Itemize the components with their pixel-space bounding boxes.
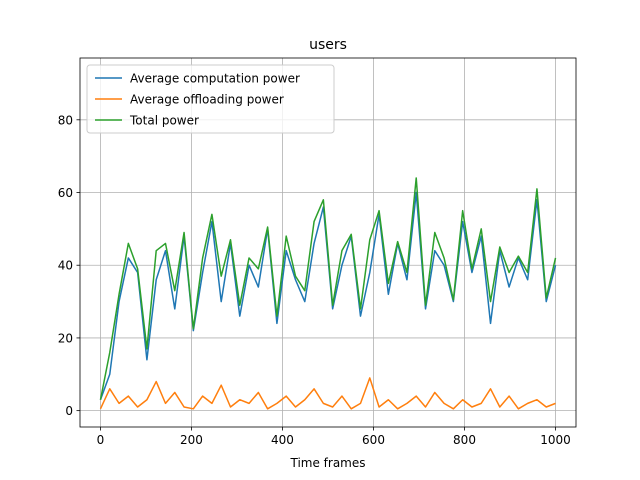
y-tick-label: 20 <box>58 331 73 345</box>
x-axis: 0 200 400 600 800 1000 <box>97 427 571 447</box>
x-tick-label: 1000 <box>540 433 571 447</box>
x-tick-label: 600 <box>362 433 385 447</box>
x-tick-label: 0 <box>97 433 105 447</box>
legend-label: Average computation power <box>130 72 300 86</box>
legend-box <box>86 64 335 134</box>
series-layer <box>99 177 557 410</box>
y-tick-label: 40 <box>58 259 73 273</box>
chart-title: users <box>309 37 347 53</box>
legend-label: Total power <box>129 114 199 128</box>
legend: Average computation power Average offload… <box>86 64 335 134</box>
series-line-2 <box>99 377 556 410</box>
x-tick-label: 800 <box>453 433 476 447</box>
axes-frame <box>79 57 577 428</box>
x-tick-label: 400 <box>271 433 294 447</box>
y-tick-label: 80 <box>58 113 73 127</box>
x-tick-label: 200 <box>180 433 203 447</box>
series-line-3 <box>99 177 557 400</box>
legend-label: Average offloading power <box>130 93 284 107</box>
y-axis: 0 20 40 60 80 <box>58 113 80 418</box>
x-axis-label: Time frames <box>289 456 365 470</box>
y-tick-label: 60 <box>58 186 73 200</box>
y-tick-label: 0 <box>65 404 73 418</box>
